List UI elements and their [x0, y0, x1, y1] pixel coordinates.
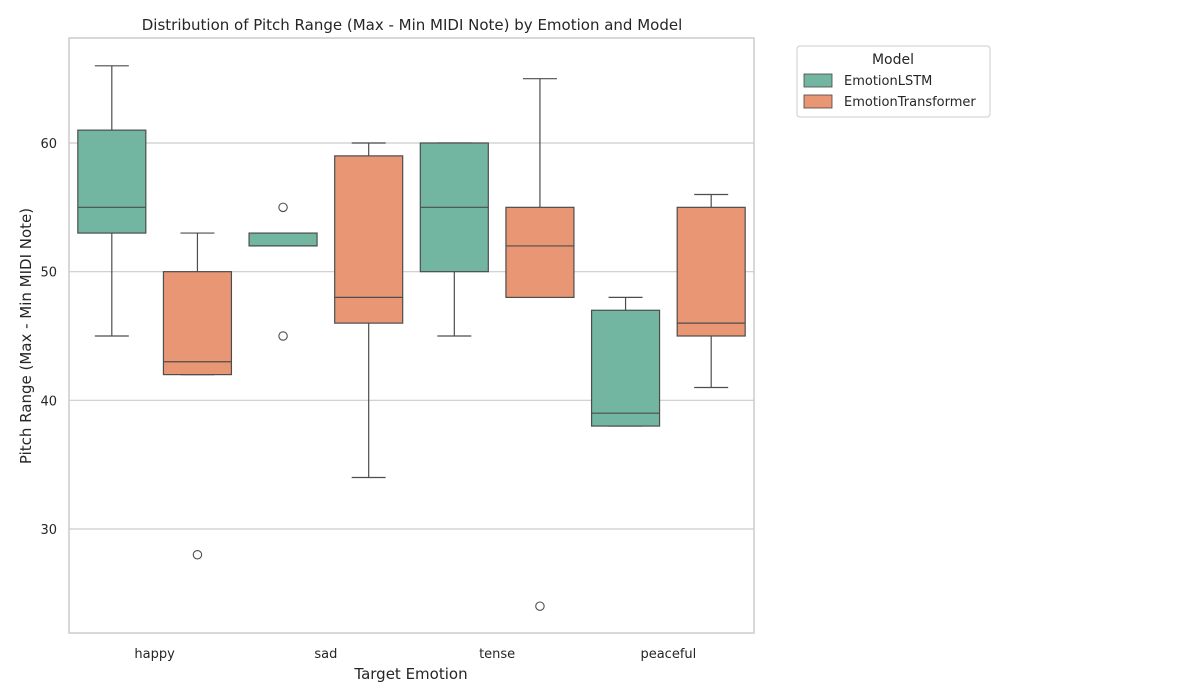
legend: Model EmotionLSTM EmotionTransformer: [796, 45, 991, 118]
box-body: [505, 206, 575, 298]
x-axis-ticks: happy sad tense peaceful: [134, 647, 696, 662]
y-tick-label-40: 40: [40, 394, 57, 409]
box-body: [676, 206, 746, 337]
y-axis-label: Pitch Range (Max - Min MIDI Note): [17, 208, 35, 464]
box-emotiontransformer-peaceful: [676, 193, 746, 389]
legend-swatch-emotionlstm: [803, 73, 833, 88]
x-tick-label-tense: tense: [479, 647, 515, 662]
box-body: [334, 155, 404, 324]
box-emotionlstm-peaceful: [590, 296, 661, 427]
plot-area: [77, 65, 746, 611]
plot-frame: [68, 37, 755, 634]
legend-label-emotionlstm: EmotionLSTM: [844, 74, 932, 89]
box-body: [248, 232, 318, 247]
y-tick-label-50: 50: [40, 266, 57, 281]
y-tick-label-60: 60: [40, 137, 57, 152]
box-emotiontransformer-sad: [334, 142, 404, 479]
box-emotionlstm-happy: [77, 65, 147, 337]
x-tick-label-peaceful: peaceful: [640, 647, 696, 662]
x-axis-label: Target Emotion: [353, 665, 467, 683]
legend-frame: [796, 45, 991, 118]
legend-swatch-emotiontransformer: [803, 94, 833, 109]
outlier-point: [278, 202, 288, 213]
box-emotiontransformer-tense: [505, 78, 575, 611]
box-emotiontransformer-happy: [162, 232, 233, 560]
chart-title: Distribution of Pitch Range (Max - Min M…: [142, 16, 683, 34]
box-body: [162, 271, 233, 376]
box-body: [590, 309, 661, 427]
outlier-point: [192, 549, 203, 560]
legend-label-emotiontransformer: EmotionTransformer: [844, 95, 976, 110]
x-tick-label-happy: happy: [134, 647, 175, 662]
box-emotionlstm-tense: [419, 142, 489, 337]
outlier-point: [535, 601, 545, 611]
box-emotionlstm-sad: [248, 202, 318, 341]
outlier-point: [278, 331, 288, 341]
legend-title: Model: [872, 52, 914, 68]
y-axis-ticks: 30 40 50 60: [40, 137, 57, 538]
box-body: [77, 129, 147, 234]
y-tick-label-30: 30: [40, 523, 57, 538]
x-tick-label-sad: sad: [314, 647, 337, 662]
